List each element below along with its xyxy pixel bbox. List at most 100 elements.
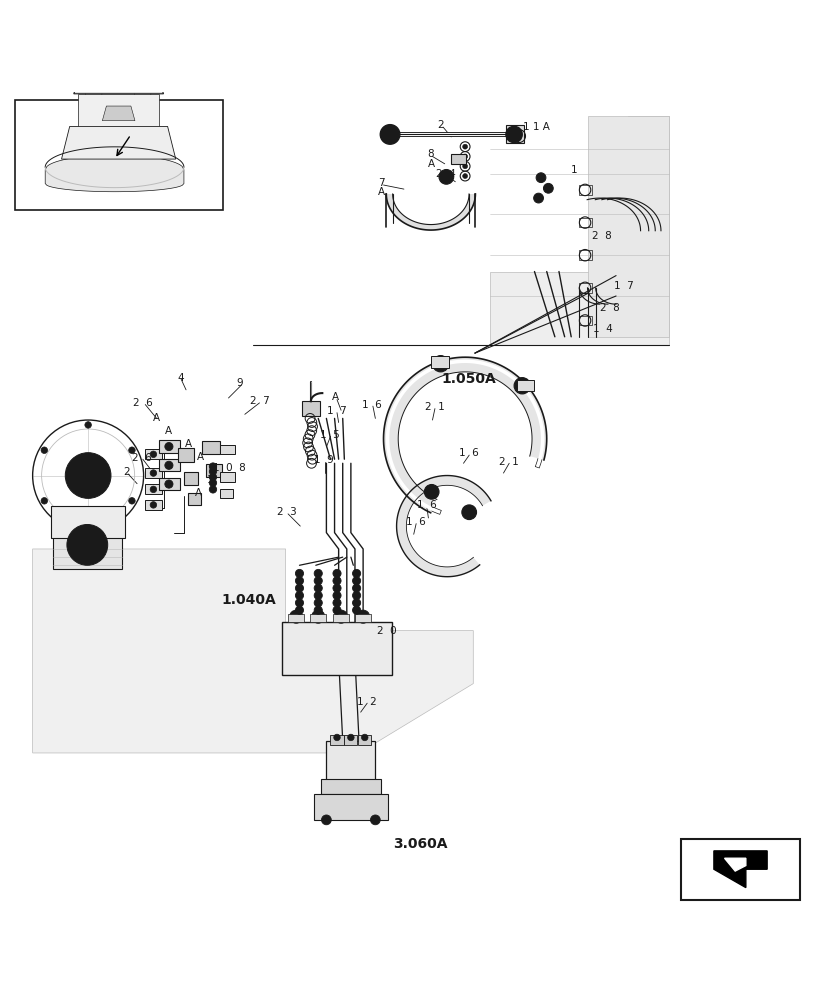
Bar (579, 185, 592, 195)
Circle shape (424, 484, 439, 499)
Text: 1  5: 1 5 (320, 430, 339, 440)
Polygon shape (384, 357, 547, 513)
Bar (220, 489, 233, 498)
Text: 1  7: 1 7 (327, 406, 347, 416)
Circle shape (333, 591, 341, 600)
Text: 4: 4 (178, 373, 184, 383)
Text: 8: 8 (428, 149, 434, 159)
Text: 1  4: 1 4 (593, 324, 613, 334)
Bar (310, 614, 326, 622)
Circle shape (353, 577, 361, 585)
Text: 1  0  8: 1 0 8 (213, 463, 246, 473)
Circle shape (295, 591, 304, 600)
Bar (579, 218, 592, 227)
Bar (314, 794, 388, 820)
Circle shape (353, 606, 361, 614)
Circle shape (333, 606, 341, 614)
Circle shape (463, 144, 468, 149)
Polygon shape (78, 94, 159, 126)
Text: A: A (428, 159, 435, 169)
Circle shape (353, 591, 361, 600)
Bar (53, 520, 122, 569)
Text: A: A (197, 452, 204, 462)
Text: 2  0: 2 0 (377, 626, 397, 636)
Circle shape (295, 569, 304, 578)
Circle shape (295, 577, 304, 585)
Text: 2: 2 (437, 120, 444, 130)
Circle shape (333, 584, 341, 592)
Text: 2  1: 2 1 (499, 457, 519, 467)
Circle shape (150, 486, 157, 493)
Bar (51, 506, 125, 538)
Bar (15, 100, 223, 210)
Circle shape (333, 577, 341, 585)
Bar (159, 478, 180, 490)
Bar (188, 493, 201, 505)
Circle shape (295, 599, 304, 607)
Circle shape (463, 174, 468, 178)
Polygon shape (714, 851, 767, 888)
Bar (145, 500, 162, 510)
Polygon shape (45, 155, 184, 192)
Bar (517, 380, 534, 391)
Circle shape (314, 599, 322, 607)
Text: 2  6: 2 6 (132, 453, 152, 463)
Circle shape (295, 606, 304, 614)
Bar (159, 440, 180, 453)
Circle shape (333, 599, 341, 607)
Circle shape (314, 591, 322, 600)
Bar (506, 125, 524, 143)
Text: A: A (153, 413, 160, 423)
Circle shape (209, 486, 217, 493)
Bar (344, 735, 357, 745)
Circle shape (150, 502, 157, 508)
Bar (451, 154, 466, 164)
Circle shape (78, 535, 97, 555)
Circle shape (463, 164, 468, 169)
Circle shape (463, 154, 468, 159)
Circle shape (432, 356, 449, 372)
Circle shape (348, 734, 354, 741)
Circle shape (165, 480, 173, 488)
Circle shape (380, 125, 400, 144)
Circle shape (41, 447, 47, 453)
Bar (355, 614, 371, 622)
Text: 2  4: 2 4 (437, 169, 456, 179)
Polygon shape (61, 126, 175, 159)
Text: A: A (332, 392, 339, 402)
Circle shape (462, 505, 477, 520)
Text: 2: 2 (123, 467, 130, 477)
Text: 1 1 A: 1 1 A (524, 122, 550, 132)
Bar (288, 614, 304, 622)
Bar (302, 401, 320, 416)
Circle shape (85, 422, 91, 428)
Bar (220, 472, 235, 482)
Text: 1  6: 1 6 (417, 500, 437, 510)
Bar (579, 250, 592, 260)
Text: 1  6: 1 6 (362, 400, 382, 410)
Polygon shape (588, 116, 669, 337)
Circle shape (165, 461, 173, 469)
Bar (145, 449, 162, 459)
Text: 1.050A: 1.050A (441, 372, 497, 386)
Circle shape (370, 815, 380, 825)
Text: 1: 1 (207, 475, 214, 485)
Circle shape (314, 606, 322, 614)
Circle shape (41, 498, 47, 504)
Polygon shape (397, 476, 491, 577)
Circle shape (322, 815, 331, 825)
Circle shape (209, 468, 217, 475)
Bar (220, 445, 235, 454)
Text: 7: 7 (379, 178, 385, 188)
Polygon shape (102, 106, 135, 121)
Text: A: A (195, 488, 202, 498)
Circle shape (543, 183, 553, 193)
Bar (282, 622, 392, 675)
Circle shape (536, 173, 546, 183)
Text: 2  6: 2 6 (133, 398, 153, 408)
Circle shape (150, 451, 157, 458)
Text: 3.060A: 3.060A (393, 837, 447, 851)
Circle shape (506, 126, 522, 143)
Circle shape (353, 569, 361, 578)
Circle shape (129, 447, 135, 453)
